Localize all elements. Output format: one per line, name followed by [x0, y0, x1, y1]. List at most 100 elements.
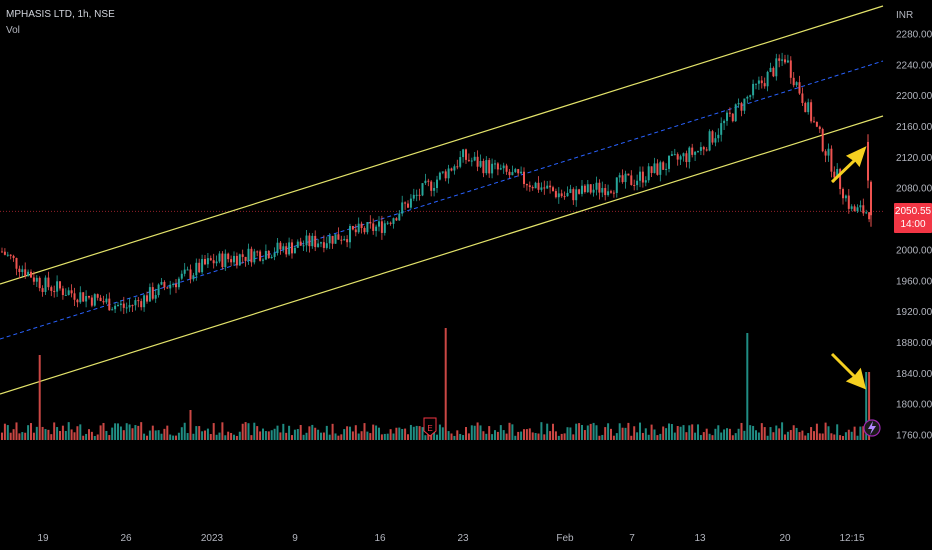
volume-bar — [32, 432, 35, 440]
x-tick-label: 19 — [37, 533, 49, 544]
candle-body — [644, 180, 647, 183]
parallel-channel[interactable] — [0, 5, 884, 395]
candle-body — [85, 296, 88, 302]
volume-bar — [88, 429, 90, 440]
volume-bar — [317, 429, 320, 440]
last-price-value: 2050.55 — [894, 206, 932, 217]
candle-body — [833, 171, 836, 178]
volume-bar — [595, 425, 598, 440]
candle-body — [714, 138, 717, 143]
candle-body — [380, 221, 383, 233]
candle-body — [163, 281, 166, 288]
candle-body — [427, 180, 430, 182]
volume-bar — [496, 431, 499, 440]
volume-bar — [688, 425, 691, 440]
volume-bar — [12, 429, 15, 440]
y-tick-label: 2200.00 — [896, 91, 932, 102]
volume-bar — [691, 424, 694, 440]
candle-body — [270, 256, 273, 259]
candle-body — [575, 189, 578, 201]
candle-body — [665, 168, 668, 170]
earnings-marker[interactable]: E — [423, 417, 437, 437]
volume-bar — [279, 432, 282, 440]
volume-bar — [148, 430, 151, 440]
volume-bar — [531, 432, 534, 440]
candle-body — [224, 253, 227, 268]
lightning-icon[interactable] — [863, 419, 881, 437]
volume-bar — [528, 428, 531, 440]
candle-body — [505, 165, 508, 172]
volume-bar — [508, 422, 511, 440]
candle-body — [438, 172, 441, 180]
volume-bar — [195, 426, 198, 440]
x-tick-label: 2023 — [201, 533, 224, 544]
candle-body — [241, 254, 244, 257]
candle-body — [366, 222, 369, 233]
candle-body — [412, 194, 415, 199]
candle-body — [755, 83, 757, 85]
candle-body — [3, 251, 6, 255]
volume-bar — [412, 426, 415, 440]
volume-bar — [235, 435, 238, 440]
bar-countdown: 14:00 — [900, 219, 926, 230]
volume-bar — [673, 432, 676, 440]
candle-body — [801, 93, 804, 103]
candle-body — [465, 149, 467, 160]
candle-body — [641, 171, 644, 183]
candle-body — [386, 222, 389, 224]
candle-body — [659, 162, 662, 175]
volume-bar — [212, 423, 215, 440]
volume-bar — [604, 427, 607, 440]
candle-body — [583, 185, 586, 193]
volume-bar — [351, 431, 354, 440]
candle-body — [143, 295, 146, 308]
candle-body — [615, 177, 618, 193]
volume-bar — [15, 422, 18, 440]
candle-body — [221, 253, 224, 268]
volume-bar — [291, 435, 293, 440]
volume-bar — [143, 433, 146, 440]
volume-bar — [517, 431, 520, 440]
volume-bar — [578, 423, 581, 440]
volume-bar — [340, 434, 343, 440]
candle-body — [114, 305, 117, 310]
candle-body — [175, 284, 177, 288]
volume-bar — [821, 433, 824, 440]
volume-bar — [334, 433, 337, 440]
candle-body — [418, 194, 421, 196]
candle-body — [227, 253, 230, 260]
candle-body — [119, 303, 122, 306]
channel-mid-line[interactable] — [0, 60, 884, 340]
candle-body — [650, 166, 653, 174]
candle-body — [88, 296, 90, 298]
candle-body — [349, 225, 351, 243]
candle-body — [589, 184, 592, 193]
candle-body — [830, 148, 833, 172]
candle-body — [711, 131, 714, 143]
volume-bar — [546, 423, 549, 440]
candle-body — [122, 303, 125, 308]
candle-body — [102, 301, 105, 303]
volume-bar — [656, 435, 659, 440]
candle-body — [30, 271, 32, 278]
time-axis[interactable]: 19 26 2023 9 16 23 Feb 7 13 20 12:15 — [37, 533, 865, 544]
candle-body — [383, 223, 386, 233]
candle-body — [563, 196, 566, 198]
candle-body — [160, 281, 163, 285]
volume-bar — [302, 434, 305, 440]
price-axis[interactable]: 2280.00 2240.00 2200.00 2160.00 2120.00 2080.… — [896, 30, 932, 442]
candle-body — [824, 151, 827, 156]
volume-bar — [467, 433, 470, 440]
volume-indicator-label[interactable]: Vol — [6, 25, 20, 36]
channel-upper-line[interactable] — [0, 5, 884, 285]
channel-lower-line[interactable] — [0, 115, 884, 395]
volume-bar — [206, 428, 209, 440]
volume-bar — [85, 433, 88, 440]
volume-bar — [209, 434, 212, 440]
candle-body — [21, 269, 24, 273]
volume-bar — [264, 431, 267, 440]
volume-bar — [380, 434, 383, 440]
volume-bar — [386, 433, 389, 440]
candle-body — [786, 60, 789, 63]
